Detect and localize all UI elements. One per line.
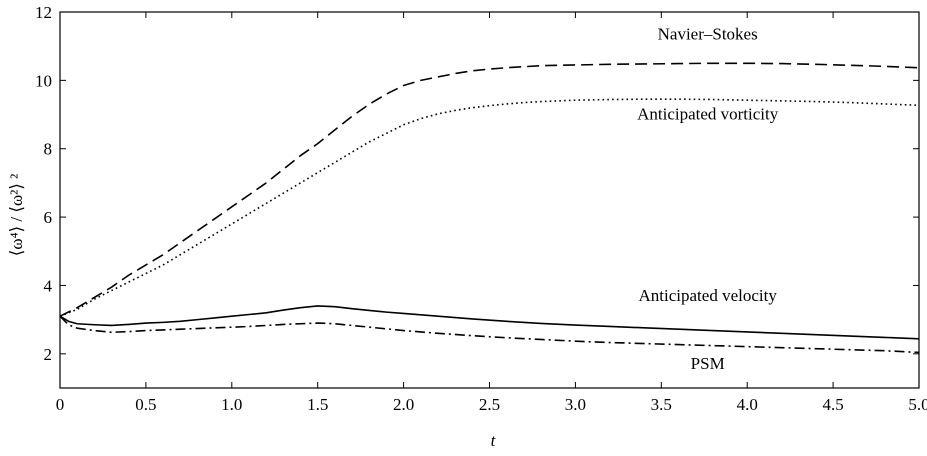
x-tick-label: 3.0 [565, 395, 586, 414]
x-tick-label: 0.5 [135, 395, 156, 414]
series-line-anticipated-vorticity [59, 98, 920, 317]
series-annotation: Anticipated vorticity [637, 105, 779, 124]
x-tick-label: 2.5 [479, 395, 500, 414]
x-axis-title: t [491, 431, 497, 450]
series-annotation: Anticipated velocity [639, 286, 778, 305]
x-tick-label: 1.5 [307, 395, 328, 414]
x-tick-label: 4.0 [737, 395, 758, 414]
x-tick-label: 0 [56, 395, 65, 414]
series-line-anticipated-velocity [59, 305, 920, 340]
x-tick-label: 1.0 [221, 395, 242, 414]
series-annotation: Navier–Stokes [658, 24, 758, 43]
y-tick-label: 8 [44, 140, 53, 159]
x-axis-ticks: 0 0.5 1.0 1.5 2.0 2.5 3.0 3.5 4.0 4.5 5.0 [56, 12, 927, 414]
y-axis-ticks: 2 4 6 8 10 12 [35, 3, 919, 364]
y-tick-label: 6 [44, 208, 53, 227]
x-tick-label: 3.5 [651, 395, 672, 414]
annotation-layer: Navier–Stokes Anticipated vorticity Antici… [637, 24, 779, 373]
series-line-navier-stokes [59, 62, 920, 317]
y-tick-label: 4 [44, 276, 53, 295]
y-tick-label: 10 [35, 71, 52, 90]
plot-border [59, 11, 920, 389]
y-axis-title: ⟨ω⁴⟩ / ⟨ω²⟩ ² [7, 174, 26, 257]
series-layer [59, 62, 920, 354]
x-tick-label: 4.5 [822, 395, 843, 414]
x-tick-label: 5.0 [908, 395, 927, 414]
x-tick-label: 2.0 [393, 395, 414, 414]
y-tick-label: 12 [35, 3, 52, 22]
y-tick-label: 2 [44, 345, 53, 364]
series-annotation: PSM [691, 354, 725, 373]
plot-frame [59, 11, 920, 389]
